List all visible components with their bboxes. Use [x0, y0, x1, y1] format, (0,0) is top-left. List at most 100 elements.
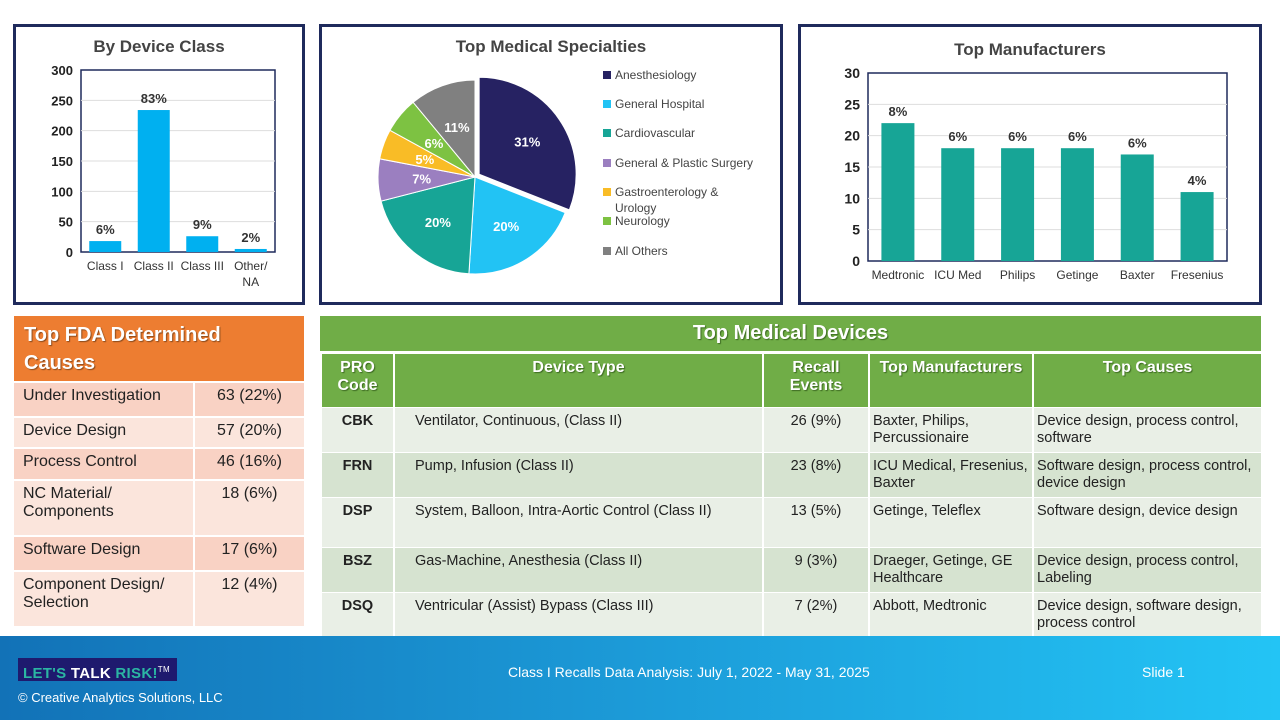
- cell-code: BSZ: [320, 546, 394, 592]
- data-label: 6%: [424, 136, 443, 151]
- data-label: 83%: [141, 91, 167, 106]
- header-top-causes: Top Causes: [1032, 354, 1261, 407]
- cell-mfr: Baxter, Philips, Percussionaire: [868, 406, 1033, 452]
- x-tick-label: Other/: [234, 259, 268, 273]
- data-label: 20%: [493, 219, 519, 234]
- legend-swatch: [603, 188, 611, 196]
- causes-title: Top FDA Determined Causes: [14, 316, 304, 381]
- y-tick-label: 30: [844, 65, 860, 81]
- y-tick-label: 50: [59, 215, 73, 230]
- cell-code: CBK: [320, 406, 394, 452]
- legend-swatch: [603, 217, 611, 225]
- cell-mfr: Draeger, Getinge, GE Healthcare: [868, 546, 1033, 592]
- cell-events: 7 (2%): [762, 591, 869, 637]
- cause-row: Under Investigation 63 (22%): [14, 381, 304, 416]
- header-pro-code: PRO Code: [320, 354, 394, 407]
- bar: [1180, 192, 1214, 261]
- cause-value: 18 (6%): [221, 485, 278, 502]
- footer: LET'S TALK RISK!TM © Creative Analytics …: [0, 636, 1280, 720]
- cell-code: DSP: [320, 496, 394, 547]
- legend-label: Gastroenterology & Urology: [615, 185, 718, 215]
- y-tick-label: 150: [51, 154, 73, 169]
- manufacturers-chart: Top Manufacturers 0 5 10 15 20 25 30 8% Medtroni…: [798, 24, 1262, 305]
- cause-label: Software Design: [14, 537, 195, 570]
- cell-events: 9 (3%): [762, 546, 869, 592]
- y-tick-label: 10: [844, 190, 860, 206]
- chart-title: Top Manufacturers: [954, 40, 1106, 59]
- y-tick-label: 300: [51, 63, 73, 78]
- data-label: 31%: [514, 134, 540, 149]
- x-tick-label: Baxter: [1120, 268, 1155, 282]
- x-tick-label: ICU Med: [934, 268, 981, 282]
- data-label: 11%: [444, 120, 470, 135]
- footer-title: Class I Recalls Data Analysis: July 1, 2…: [508, 664, 870, 680]
- legend-label: Anesthesiology: [615, 68, 696, 82]
- cause-value: 57 (20%): [217, 422, 282, 439]
- chart-title: By Device Class: [93, 37, 225, 56]
- y-tick-label: 0: [852, 253, 860, 269]
- slide-number: Slide 1: [1142, 664, 1185, 680]
- specialties-chart: Top Medical Specialties 31% 20% 20% 7% 5% 6% 1…: [319, 24, 783, 305]
- device-row: FRN Pump, Infusion (Class II) 23 (8%) ICU M…: [320, 451, 1261, 497]
- chart-title: Top Medical Specialties: [455, 37, 647, 56]
- legend-swatch: [603, 247, 611, 255]
- y-tick-label: 250: [51, 93, 73, 108]
- data-label: 6%: [1068, 129, 1087, 144]
- cell-events: 26 (9%): [762, 406, 869, 452]
- bar: [881, 123, 915, 261]
- cell-causes: Device design, process control, software: [1032, 406, 1261, 452]
- x-tick-label: NA: [242, 275, 259, 289]
- x-tick-label: Class I: [87, 259, 124, 273]
- cause-row: NC Material/ Components 18 (6%): [14, 479, 304, 535]
- cell-code: DSQ: [320, 591, 394, 637]
- causes-table: Top FDA Determined Causes Under Investig…: [14, 316, 304, 626]
- cell-type: Gas-Machine, Anesthesia (Class II): [393, 546, 763, 592]
- header-device-type: Device Type: [393, 354, 763, 407]
- cause-value: 12 (4%): [221, 576, 278, 593]
- x-tick-label: Class II: [134, 259, 174, 273]
- devices-title: Top Medical Devices: [320, 316, 1261, 351]
- cell-type: Ventilator, Continuous, (Class II): [393, 406, 763, 452]
- cause-row: Process Control 46 (16%): [14, 447, 304, 479]
- cause-row: Device Design 57 (20%): [14, 416, 304, 447]
- device-row: CBK Ventilator, Continuous, (Class II) 26 …: [320, 406, 1261, 452]
- cell-code: FRN: [320, 451, 394, 497]
- data-label: 6%: [948, 129, 967, 144]
- devices-table: Top Medical Devices PRO Code Device Type…: [320, 316, 1261, 637]
- cause-label: Device Design: [14, 418, 195, 447]
- x-tick-label: Class III: [181, 259, 224, 273]
- cell-mfr: Getinge, Teleflex: [868, 496, 1033, 547]
- device-row: BSZ Gas-Machine, Anesthesia (Class II) 9 (…: [320, 546, 1261, 592]
- bar: [1120, 154, 1154, 261]
- data-label: 20%: [425, 215, 451, 230]
- data-label: 8%: [889, 104, 908, 119]
- y-tick-label: 0: [66, 245, 73, 260]
- data-label: 7%: [412, 172, 431, 187]
- cell-events: 13 (5%): [762, 496, 869, 547]
- legend-swatch: [603, 129, 611, 137]
- legend-label: General & Plastic Surgery: [615, 156, 753, 170]
- data-label: 6%: [96, 222, 115, 237]
- cause-label: Process Control: [14, 449, 195, 479]
- data-label: 2%: [241, 230, 260, 245]
- cell-causes: Device design, software design, process …: [1032, 591, 1261, 637]
- cell-causes: Software design, process control, device…: [1032, 451, 1261, 497]
- data-label: 6%: [1128, 135, 1147, 150]
- device-row: DSQ Ventricular (Assist) Bypass (Class II…: [320, 591, 1261, 637]
- device-class-chart: By Device Class 0 50 100 150 200 250 300 6% Clas…: [13, 24, 305, 305]
- cell-type: System, Balloon, Intra-Aortic Control (C…: [393, 496, 763, 547]
- pie-slice: [380, 176, 476, 275]
- x-tick-label: Getinge: [1056, 268, 1098, 282]
- x-tick-label: Medtronic: [872, 268, 925, 282]
- cause-value: 46 (16%): [217, 453, 282, 470]
- legend-label: All Others: [615, 244, 668, 258]
- y-tick-label: 15: [844, 159, 860, 175]
- legend-label: Cardiovascular: [615, 126, 695, 140]
- cause-row: Software Design 17 (6%): [14, 535, 304, 570]
- cell-events: 23 (8%): [762, 451, 869, 497]
- data-label: 6%: [1008, 129, 1027, 144]
- legend-label: General Hospital: [615, 97, 704, 111]
- header-recall-events: Recall Events: [762, 354, 869, 407]
- legend-label: Neurology: [615, 214, 670, 228]
- bar: [1060, 148, 1094, 261]
